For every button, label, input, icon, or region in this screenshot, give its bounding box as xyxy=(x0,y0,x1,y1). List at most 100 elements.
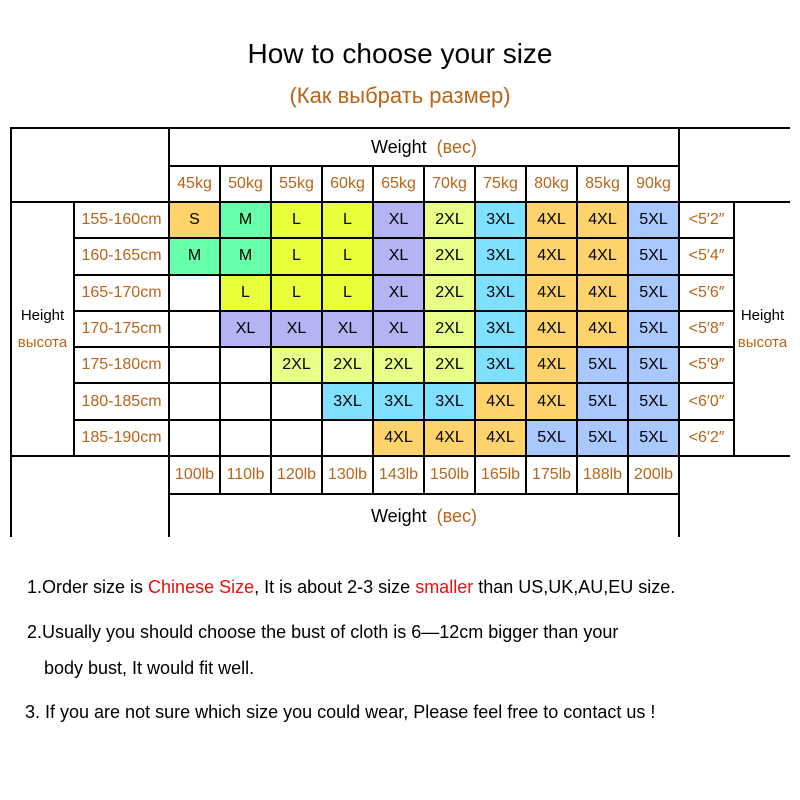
inch-row-label: <5′6″ xyxy=(680,275,733,310)
size-cell: 4XL xyxy=(578,239,627,274)
empty-corner xyxy=(680,129,790,201)
size-cell: L xyxy=(272,275,321,310)
size-cell: 3XL xyxy=(374,384,423,419)
empty-corner xyxy=(680,457,790,538)
size-cell: 2XL xyxy=(272,348,321,383)
size-cell: 5XL xyxy=(629,203,678,238)
kg-header-cell: 45kg xyxy=(170,167,219,201)
size-cell: 4XL xyxy=(527,384,576,419)
size-cell: XL xyxy=(221,311,270,347)
lb-header-cell: 200lb xyxy=(629,457,678,494)
size-cell: M xyxy=(221,203,270,238)
note-text: than US,UK,AU,EU size. xyxy=(473,577,676,597)
size-cell: 4XL xyxy=(527,239,576,274)
weight-header-top: Weight (вес) xyxy=(170,129,678,165)
size-cell: 3XL xyxy=(323,384,372,419)
empty-cell xyxy=(221,384,270,419)
weight-label-ru: (вес) xyxy=(436,505,478,526)
note-highlight: smaller xyxy=(415,577,474,597)
size-cell: 4XL xyxy=(527,348,576,383)
empty-cell xyxy=(170,311,219,347)
size-cell: 4XL xyxy=(578,203,627,238)
lb-header-cell: 100lb xyxy=(170,457,219,494)
note-highlight: Chinese Size xyxy=(148,577,255,597)
empty-cell xyxy=(170,384,219,419)
inch-row-label: <5′8″ xyxy=(680,311,733,347)
size-cell: 5XL xyxy=(578,348,627,383)
empty-cell xyxy=(272,420,321,456)
size-cell: 5XL xyxy=(629,275,678,310)
kg-header-cell: 75kg xyxy=(476,167,525,201)
height-label-ru: высота xyxy=(17,334,68,352)
size-cell: L xyxy=(323,239,372,274)
cm-row-label: 155-160cm xyxy=(75,203,168,238)
size-cell: 3XL xyxy=(476,203,525,238)
empty-cell xyxy=(272,384,321,419)
size-cell: 5XL xyxy=(578,420,627,456)
weight-label: Weight xyxy=(370,505,427,526)
note-3: 3. If you are not sure which size you co… xyxy=(25,702,656,722)
size-cell: XL xyxy=(374,239,423,274)
size-cell: 2XL xyxy=(425,275,474,310)
cm-row-label: 185-190cm xyxy=(75,420,168,456)
size-cell: XL xyxy=(323,311,372,347)
note-2-line-1: 2.Usually you should choose the bust of … xyxy=(27,622,619,642)
weight-header-bottom: Weight (вес) xyxy=(170,495,678,538)
lb-header-cell: 120lb xyxy=(272,457,321,494)
size-cell: 4XL xyxy=(476,384,525,419)
lb-header-cell: 143lb xyxy=(374,457,423,494)
lb-header-cell: 150lb xyxy=(425,457,474,494)
inch-row-label: <5′9″ xyxy=(680,348,733,383)
empty-cell xyxy=(170,420,219,456)
lb-header-cell: 110lb xyxy=(221,457,270,494)
kg-header-cell: 50kg xyxy=(221,167,270,201)
size-cell: L xyxy=(323,203,372,238)
cm-row-label: 175-180cm xyxy=(75,348,168,383)
size-cell: 4XL xyxy=(425,420,474,456)
height-label: Height xyxy=(740,307,785,325)
size-cell: 3XL xyxy=(425,384,474,419)
cm-row-label: 160-165cm xyxy=(75,239,168,274)
kg-header-cell: 90kg xyxy=(629,167,678,201)
kg-header-cell: 85kg xyxy=(578,167,627,201)
size-cell: 2XL xyxy=(425,203,474,238)
note-text: , It is about 2-3 size xyxy=(254,577,416,597)
size-cell: L xyxy=(272,239,321,274)
size-cell: 4XL xyxy=(578,275,627,310)
cm-row-label: 165-170cm xyxy=(75,275,168,310)
page-title: How to choose your size xyxy=(247,38,553,69)
size-cell: 5XL xyxy=(629,239,678,274)
size-cell: 3XL xyxy=(476,239,525,274)
empty-corner xyxy=(12,457,168,538)
lb-header-cell: 130lb xyxy=(323,457,372,494)
size-cell: XL xyxy=(272,311,321,347)
size-cell: 2XL xyxy=(425,311,474,347)
size-cell: 5XL xyxy=(629,348,678,383)
inch-row-label: <6′2″ xyxy=(680,420,733,456)
size-cell: M xyxy=(221,239,270,274)
size-cell: M xyxy=(170,239,219,274)
size-cell: 5XL xyxy=(578,384,627,419)
inch-row-label: <6′0″ xyxy=(680,384,733,419)
height-label-right: Height высота xyxy=(735,203,790,456)
size-cell: L xyxy=(272,203,321,238)
size-cell: 5XL xyxy=(629,384,678,419)
note-text: 1.Order size is xyxy=(27,577,149,597)
kg-header-cell: 80kg xyxy=(527,167,576,201)
size-cell: L xyxy=(221,275,270,310)
size-cell: 3XL xyxy=(476,348,525,383)
size-cell: 4XL xyxy=(578,311,627,347)
weight-label: Weight xyxy=(370,136,427,157)
cm-row-label: 180-185cm xyxy=(75,384,168,419)
size-cell: 4XL xyxy=(476,420,525,456)
lb-header-cell: 188lb xyxy=(578,457,627,494)
size-cell: 5XL xyxy=(629,311,678,347)
size-cell: 4XL xyxy=(374,420,423,456)
empty-cell xyxy=(221,420,270,456)
inch-row-label: <5′4″ xyxy=(680,239,733,274)
size-cell: 5XL xyxy=(629,420,678,456)
lb-header-cell: 165lb xyxy=(476,457,525,494)
note-1: 1.Order size is Chinese Size, It is abou… xyxy=(27,577,675,598)
size-cell: S xyxy=(170,203,219,238)
size-cell: 5XL xyxy=(527,420,576,456)
